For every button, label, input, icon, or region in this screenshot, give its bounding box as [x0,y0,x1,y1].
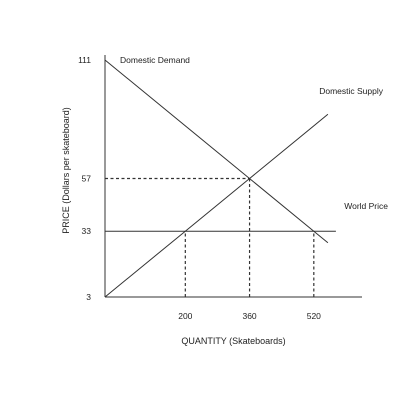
y-tick-label: 3 [86,292,91,302]
reference-lines [105,177,315,297]
series-label-world-price: World Price [344,201,388,211]
series-label-domestic-demand: Domestic Demand [120,55,190,65]
x-tick-label: 200 [178,311,192,321]
y-axis-title: PRICE (Dollars per skateboard) [61,107,71,234]
y-tick-label: 33 [82,226,92,236]
series-label-domestic-supply: Domestic Supply [319,86,384,96]
y-tick-label: 111 [78,55,91,65]
x-tick-label: 360 [242,311,256,321]
series-domestic-supply-line [104,113,329,298]
x-axis-title: QUANTITY (Skateboards) [181,336,285,346]
series-domestic-demand-line [104,59,329,244]
axes [104,55,362,298]
x-tick-label: 520 [307,311,321,321]
y-tick-label: 57 [82,174,92,184]
series-lines [104,59,336,298]
